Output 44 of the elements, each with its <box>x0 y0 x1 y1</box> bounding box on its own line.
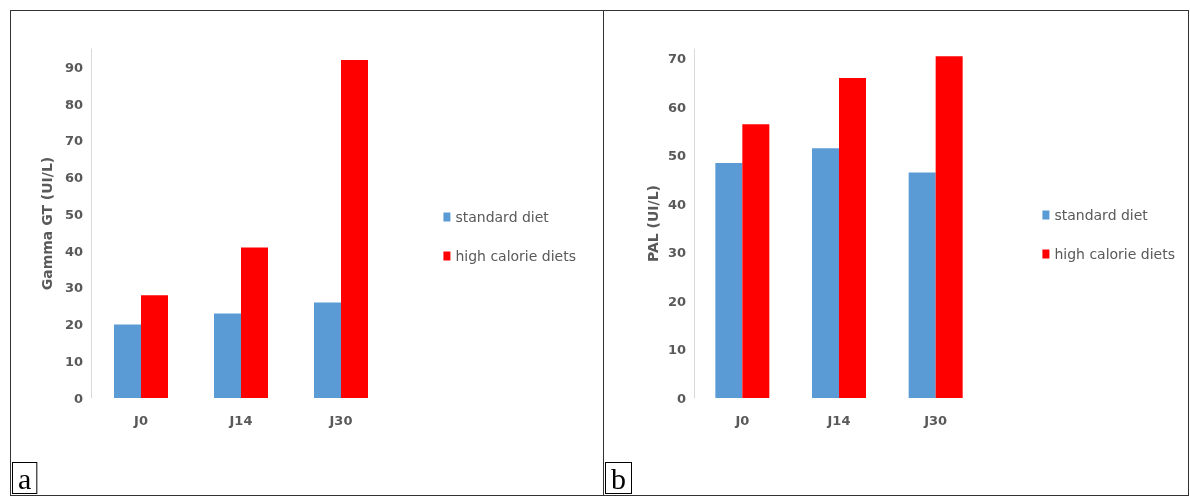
y-tick-label: 60 <box>667 99 686 115</box>
x-tick-label: J30 <box>923 413 948 428</box>
y-tick-label: 70 <box>667 51 686 67</box>
y-tick-label: 30 <box>64 280 83 296</box>
y-tick-label: 60 <box>64 170 83 186</box>
bar <box>141 295 168 398</box>
bar <box>908 172 936 398</box>
y-tick-label: 50 <box>64 206 83 222</box>
y-tick-label: 40 <box>667 196 686 212</box>
y-tick-label: 70 <box>64 133 83 149</box>
y-tick-label: 30 <box>667 245 686 261</box>
y-axis-title: Gamma GT (UI/L) <box>39 156 56 291</box>
text: a <box>18 461 32 495</box>
y-tick-label: 50 <box>667 148 686 164</box>
bar <box>114 324 141 398</box>
legend-label: high calorie diets <box>1054 246 1176 262</box>
y-tick-label: 20 <box>667 293 686 309</box>
bar <box>341 60 368 398</box>
x-tick-label: J30 <box>328 413 353 428</box>
x-tick-label: J14 <box>228 413 253 428</box>
y-tick-label: 0 <box>676 390 686 406</box>
y-tick-label: 80 <box>64 96 83 112</box>
bar <box>715 162 743 398</box>
x-tick-label: J0 <box>133 413 148 428</box>
bar <box>214 313 241 398</box>
text: b <box>611 461 626 495</box>
bar <box>742 124 770 398</box>
bar <box>241 247 268 398</box>
y-tick-label: 40 <box>64 243 83 259</box>
bar <box>935 56 963 398</box>
y-tick-label: 20 <box>64 317 83 333</box>
legend-label: standard diet <box>1054 207 1149 223</box>
x-tick-label: J14 <box>826 413 851 428</box>
y-tick-label: 10 <box>64 353 83 369</box>
y-axis-title: PAL (UI/L) <box>645 184 661 263</box>
legend-label: standard diet <box>455 209 550 225</box>
bar <box>812 148 839 398</box>
bar <box>314 302 341 398</box>
y-tick-label: 90 <box>64 59 83 75</box>
x-tick-label: J0 <box>734 413 750 428</box>
bar <box>839 78 866 398</box>
legend-label: high calorie diets <box>455 248 577 264</box>
y-tick-label: 0 <box>73 390 83 406</box>
y-tick-label: 10 <box>667 342 686 358</box>
